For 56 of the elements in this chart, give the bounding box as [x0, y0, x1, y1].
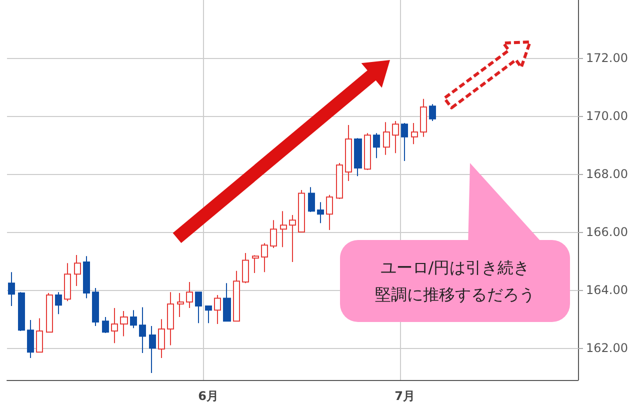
x-tick-label: 6月: [198, 389, 218, 403]
candlestick: [195, 292, 202, 324]
candlestick: [83, 256, 90, 299]
y-tick-label: 166.00: [586, 225, 628, 240]
candlestick: [214, 294, 221, 325]
annotation: 堅調に推移するだろう: [375, 284, 535, 306]
candlestick: [373, 132, 380, 159]
candlestick: [383, 122, 390, 156]
candlestick: [64, 262, 71, 302]
candlestick: [149, 326, 156, 374]
candlestick: [354, 138, 362, 177]
candlestick: [345, 124, 352, 182]
candlestick: [18, 292, 25, 332]
candlestick: [308, 186, 315, 213]
candlestick: [102, 316, 109, 334]
candlestick: [130, 310, 137, 329]
candlestick: [167, 292, 174, 346]
candlestick: [74, 254, 81, 287]
candlestick: [364, 132, 371, 170]
candlestick: [46, 292, 53, 333]
candlestick: [205, 306, 212, 324]
y-tick-label: 164.00: [586, 283, 628, 298]
candlestick: [111, 308, 118, 344]
candlestick: [223, 282, 231, 322]
candlestick: [252, 254, 259, 274]
candlestick: [242, 252, 249, 284]
candlestick: [158, 318, 165, 358]
candlestick: [401, 122, 408, 162]
candlestick: [27, 319, 34, 358]
y-tick-label: 172.00: [586, 51, 628, 66]
y-tick-label: 170.00: [586, 109, 628, 124]
candlestick: [177, 292, 184, 318]
candlestick: [336, 162, 343, 200]
candlestick: [429, 104, 436, 122]
candlestick: [139, 306, 146, 354]
annotation: ユーロ/円は引き続き: [380, 257, 530, 279]
candlestick: [270, 220, 277, 249]
candlestick: [92, 288, 99, 327]
candlestick: [392, 120, 399, 154]
candlestick: [8, 272, 15, 307]
candlestick: [280, 210, 287, 248]
candlestick: [36, 318, 43, 353]
candlestick: [261, 242, 268, 273]
candlestick: [317, 202, 324, 224]
candlestick: [411, 122, 418, 145]
candlestick: [120, 310, 128, 337]
x-tick-label: 7月: [394, 389, 416, 403]
candlestick: [233, 270, 240, 322]
y-tick-label: 168.00: [586, 167, 628, 182]
candlestick: [289, 214, 296, 262]
candlestick: [186, 281, 193, 309]
candlestick: [326, 194, 333, 231]
candlestick: [298, 190, 305, 233]
candlestick: [420, 98, 427, 138]
y-tick-label: 162.00: [586, 341, 628, 356]
candlestick: [55, 292, 62, 315]
